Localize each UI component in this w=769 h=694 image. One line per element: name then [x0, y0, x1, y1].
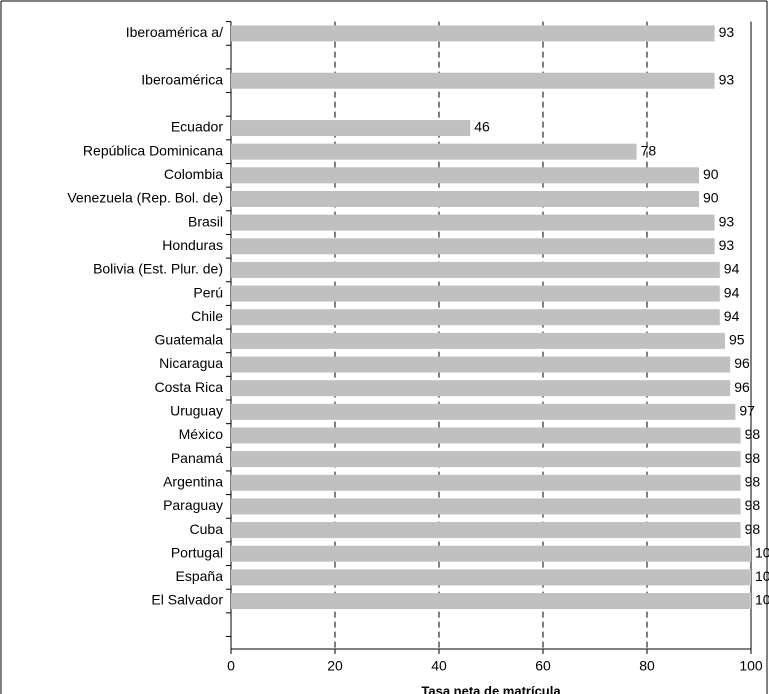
bar	[231, 190, 699, 207]
y-tick-label: Panamá	[171, 450, 223, 466]
value-label: 98	[745, 473, 761, 489]
bar	[231, 332, 725, 349]
value-label: 93	[719, 24, 735, 40]
bar	[231, 261, 720, 278]
bar	[231, 309, 720, 326]
bar	[231, 380, 731, 397]
value-label: 94	[724, 308, 740, 324]
x-tick-label: 80	[639, 658, 655, 674]
y-tick-label: Costa Rica	[155, 379, 224, 395]
bar	[231, 238, 715, 255]
value-label: 98	[745, 450, 761, 466]
bar	[231, 72, 715, 89]
bar	[231, 214, 715, 231]
bar	[231, 403, 736, 420]
value-label: 46	[474, 119, 490, 135]
bar	[231, 143, 637, 160]
y-tick-label: República Dominicana	[83, 142, 223, 158]
y-tick-label: México	[179, 426, 224, 442]
bar	[231, 25, 715, 42]
y-tick-label: España	[176, 568, 224, 584]
y-tick-label: Iberoamérica a/	[126, 24, 223, 40]
bar	[231, 522, 741, 539]
value-label: 97	[739, 403, 755, 419]
value-label: 98	[745, 426, 761, 442]
value-label: 93	[719, 237, 735, 253]
x-tick-label: 40	[431, 658, 447, 674]
x-tick-label: 20	[327, 658, 343, 674]
value-label: 94	[724, 284, 740, 300]
value-label: 100	[755, 544, 769, 560]
x-tick-label: 0	[227, 658, 235, 674]
y-tick-label: Colombia	[164, 166, 223, 182]
y-tick-label: Bolivia (Est. Plur. de)	[93, 261, 223, 277]
value-label: 78	[641, 142, 657, 158]
value-label: 94	[724, 261, 740, 277]
y-tick-label: Venezuela (Rep. Bol. de)	[67, 190, 223, 206]
value-label: 100	[755, 568, 769, 584]
y-tick-label: Ecuador	[171, 119, 223, 135]
y-tick-label: Argentina	[163, 473, 223, 489]
y-tick-label: Iberoamérica	[141, 71, 223, 87]
y-tick-label: El Salvador	[151, 592, 223, 608]
bar	[231, 569, 751, 586]
value-label: 90	[703, 190, 719, 206]
x-tick-label: 60	[535, 658, 551, 674]
bar	[231, 545, 751, 562]
y-tick-label: Paraguay	[163, 497, 223, 513]
y-tick-label: Chile	[191, 308, 223, 324]
value-label: 98	[745, 497, 761, 513]
bar	[231, 120, 471, 137]
y-tick-label: Perú	[193, 284, 223, 300]
bar	[231, 593, 751, 610]
value-label: 98	[745, 521, 761, 537]
bar	[231, 451, 741, 468]
y-tick-label: Honduras	[162, 237, 223, 253]
bar	[231, 356, 731, 373]
y-tick-label: Nicaragua	[159, 355, 223, 371]
value-label: 93	[719, 213, 735, 229]
bar	[231, 167, 699, 184]
y-tick-label: Cuba	[190, 521, 224, 537]
bar	[231, 498, 741, 515]
value-label: 100	[755, 592, 769, 608]
bar	[231, 427, 741, 444]
value-label: 93	[719, 71, 735, 87]
value-label: 90	[703, 166, 719, 182]
bar	[231, 474, 741, 491]
value-label: 96	[734, 355, 750, 371]
value-label: 95	[729, 332, 745, 348]
x-tick-label: 100	[739, 658, 763, 674]
y-tick-label: Brasil	[188, 213, 223, 229]
bar	[231, 285, 720, 302]
y-tick-label: Portugal	[171, 544, 223, 560]
value-label: 96	[734, 379, 750, 395]
x-axis-title: Tasa neta de matrícula	[421, 683, 561, 694]
y-tick-label: Guatemala	[155, 332, 224, 348]
y-tick-label: Uruguay	[170, 403, 223, 419]
